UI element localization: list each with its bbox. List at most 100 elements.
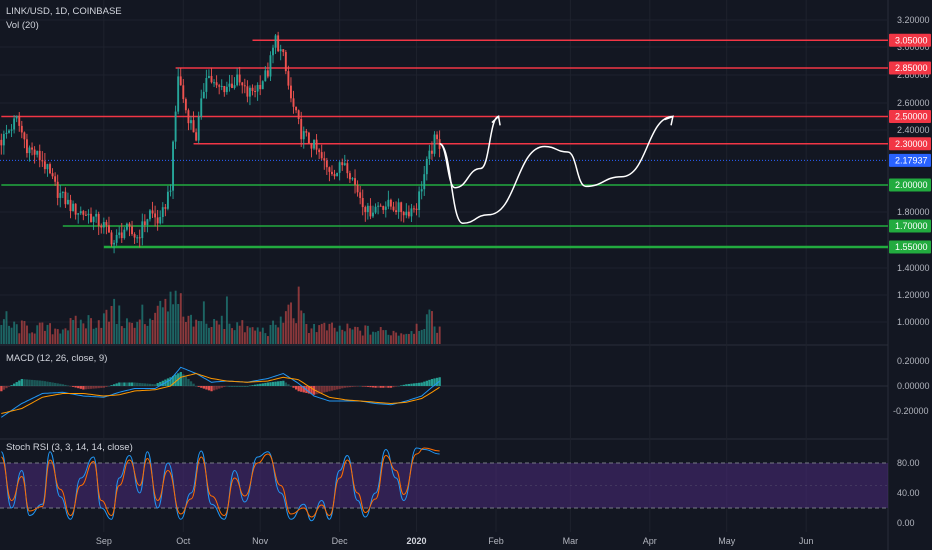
volume-bar bbox=[282, 322, 285, 344]
time-axis-tick: Nov bbox=[252, 536, 269, 546]
candle-body bbox=[400, 202, 403, 213]
volume-bar bbox=[323, 322, 326, 344]
macd-histogram-bar bbox=[371, 386, 375, 388]
level-tag-bg bbox=[889, 137, 931, 151]
candle-body bbox=[366, 205, 369, 213]
candle-body bbox=[43, 161, 46, 170]
candle-body bbox=[328, 167, 331, 172]
candle-body bbox=[307, 132, 310, 144]
candle-body bbox=[87, 213, 90, 216]
macd-histogram-bar bbox=[294, 386, 298, 390]
volume-bar bbox=[77, 328, 80, 344]
candle-body bbox=[184, 99, 187, 111]
macd-histogram-bar bbox=[233, 386, 236, 387]
volume-bar bbox=[418, 330, 421, 344]
volume-bar bbox=[402, 334, 405, 344]
macd-histogram-bar bbox=[210, 386, 213, 392]
candle-body bbox=[84, 214, 87, 216]
candle-body bbox=[233, 85, 236, 88]
macd-histogram-bar bbox=[264, 382, 267, 386]
macd-histogram-bar bbox=[174, 374, 177, 386]
candle-body bbox=[0, 139, 3, 146]
macd-histogram-bar bbox=[105, 386, 108, 387]
volume-bar bbox=[151, 319, 154, 344]
candle-body bbox=[372, 212, 374, 217]
macd-histogram-bar bbox=[338, 386, 341, 389]
candle-body bbox=[179, 76, 182, 86]
volume-bar bbox=[384, 330, 387, 344]
macd-histogram-bar bbox=[284, 382, 288, 386]
candle-body bbox=[72, 203, 75, 212]
candle-body bbox=[369, 205, 372, 217]
volume-bar bbox=[192, 326, 195, 344]
macd-histogram-bar bbox=[266, 382, 270, 386]
candle-body bbox=[133, 234, 136, 238]
volume-bar bbox=[369, 334, 372, 344]
volume-bar bbox=[69, 318, 72, 344]
volume-bar bbox=[300, 310, 303, 344]
macd-histogram-bar bbox=[318, 386, 321, 394]
macd-histogram-bar bbox=[433, 378, 436, 386]
candle-body bbox=[410, 208, 413, 217]
volume-bar bbox=[33, 333, 36, 344]
candle-body bbox=[348, 173, 351, 180]
volume-bar bbox=[428, 309, 431, 344]
candle-body bbox=[379, 205, 382, 207]
macd-histogram-bar bbox=[46, 381, 49, 386]
volume-bar bbox=[351, 329, 354, 344]
candle-body bbox=[56, 181, 59, 198]
macd-axis-tick: -0.20000 bbox=[893, 406, 929, 416]
candle-body bbox=[25, 139, 28, 154]
volume-bar bbox=[251, 327, 254, 344]
volume-bar bbox=[18, 333, 21, 344]
volume-bar bbox=[84, 328, 87, 344]
candle-body bbox=[28, 147, 31, 154]
volume-bar bbox=[208, 327, 210, 344]
macd-line bbox=[1, 366, 440, 418]
macd-histogram-bar bbox=[200, 386, 203, 388]
candle-body bbox=[425, 158, 428, 175]
macd-histogram-bar bbox=[15, 382, 18, 386]
macd-histogram-bar bbox=[382, 386, 385, 388]
macd-histogram-bar bbox=[151, 384, 154, 386]
candle-body bbox=[113, 242, 116, 245]
volume-bar bbox=[220, 315, 223, 344]
candle-body bbox=[374, 206, 377, 213]
volume-bar bbox=[115, 324, 118, 344]
stoch-axis-tick: 40.00 bbox=[897, 488, 920, 498]
macd-histogram-bar bbox=[71, 386, 75, 387]
volume-bar bbox=[254, 330, 257, 344]
volume-bar bbox=[23, 321, 26, 344]
stoch-pane bbox=[0, 447, 888, 522]
candle-body bbox=[356, 184, 359, 193]
volume-bar bbox=[364, 325, 367, 344]
candle-body bbox=[318, 149, 321, 153]
candle-body bbox=[125, 223, 128, 230]
volume-bar bbox=[356, 327, 359, 344]
volume-bar bbox=[105, 309, 108, 344]
volume-bar bbox=[302, 313, 305, 344]
candle-body bbox=[192, 120, 195, 133]
candle-body bbox=[100, 225, 103, 228]
candle-body bbox=[433, 134, 436, 154]
volume-bar bbox=[215, 320, 218, 344]
candle-body bbox=[177, 76, 180, 112]
candle-body bbox=[23, 132, 26, 140]
level-tag-bg bbox=[889, 178, 931, 192]
macd-histogram-bar bbox=[115, 383, 118, 386]
price-axis-tick: 1.00000 bbox=[897, 317, 930, 327]
macd-histogram-bar bbox=[230, 386, 234, 387]
macd-histogram-bar bbox=[359, 386, 362, 387]
volume-bar bbox=[174, 290, 177, 344]
macd-histogram-bar bbox=[302, 386, 305, 393]
candle-body bbox=[420, 189, 423, 192]
projection-arrowhead bbox=[491, 115, 501, 126]
candle-body bbox=[310, 143, 313, 149]
macd-histogram-bar bbox=[256, 384, 259, 386]
macd-histogram-bar bbox=[415, 383, 418, 386]
volume-bar bbox=[225, 296, 228, 344]
volume-bar bbox=[0, 324, 3, 344]
candle-body bbox=[438, 139, 441, 149]
